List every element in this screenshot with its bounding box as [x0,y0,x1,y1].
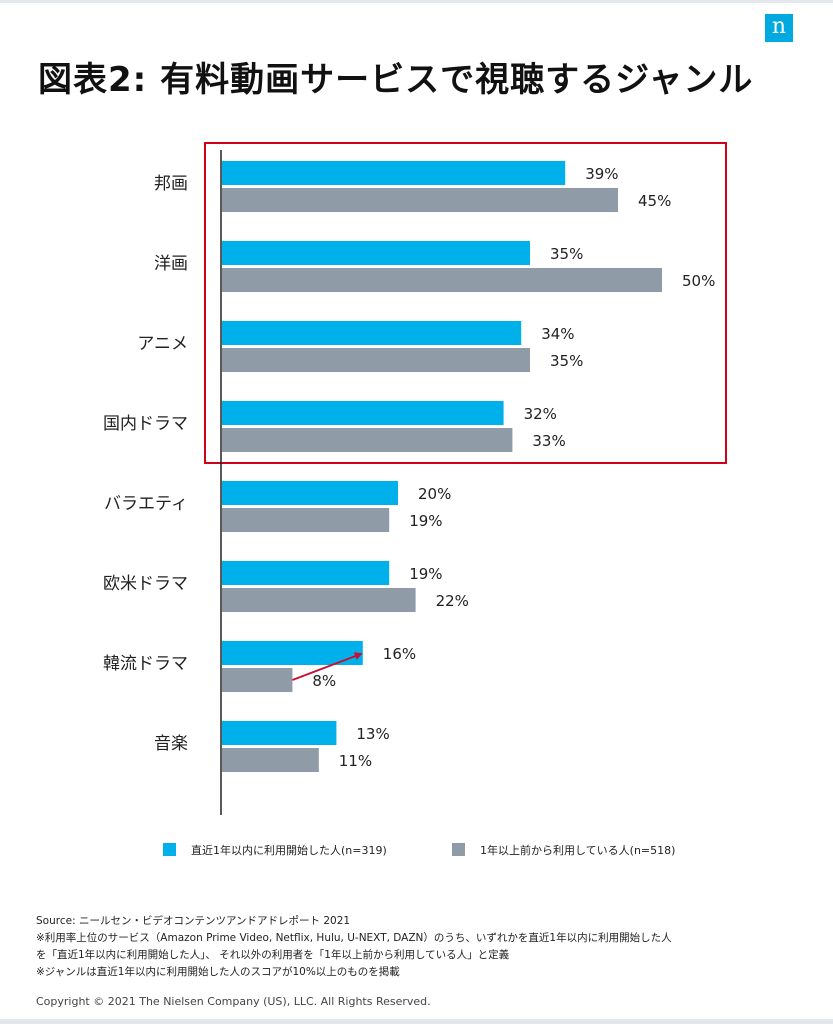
bar-value-label: 32% [524,405,557,423]
copyright: Copyright © 2021 The Nielsen Company (US… [36,995,431,1008]
bar-longterm-users [222,588,416,612]
bar-value-label: 19% [409,565,442,583]
bar-recent-users [222,401,504,425]
bar-longterm-users [222,668,293,692]
bar-longterm-users [222,748,319,772]
category-label: 欧米ドラマ [103,574,188,594]
bar-value-label: 39% [585,165,618,183]
note-line: ※ジャンルは直近1年以内に利用開始した人のスコアが10%以上のものを掲載 [36,966,400,978]
note-line: を「直近1年以内に利用開始した人」、 それ以外の利用者を「1年以上前から利用して… [36,949,510,961]
bar-value-label: 35% [550,352,583,370]
bar-chart: 邦画 39% 45% 洋画 35% 50% アニメ 34% 35% 国内ドラマ 32% 33% バラエテ… [103,142,727,857]
bar-longterm-users [222,268,662,292]
increase-arrow [292,652,363,681]
bar-recent-users [222,161,566,185]
bar-longterm-users [222,348,530,372]
bar-recent-users [222,321,522,345]
bar-recent-users [222,241,530,265]
legend-label: 1年以上前から利用している人(n=518) [480,843,675,857]
legend-swatch [163,843,176,856]
bottom-divider [0,1019,833,1024]
category-label: 洋画 [154,254,188,274]
bar-recent-users [222,561,390,585]
category-label: アニメ [137,334,188,354]
bar-value-label: 11% [339,752,372,770]
source-line: Source: ニールセン・ビデオコンテンツアンドアドレポート 2021 [36,915,351,927]
page-title: 図表2: 有料動画サービスで視聴するジャンル [38,60,754,100]
bar-value-label: 45% [638,192,671,210]
bar-value-label: 35% [550,245,583,263]
bar-recent-users [222,641,363,665]
bar-value-label: 20% [418,485,451,503]
category-label: 国内ドラマ [103,414,188,434]
bar-longterm-users [222,188,618,212]
category-label: バラエティ [104,494,188,514]
source-notes: Source: ニールセン・ビデオコンテンツアンドアドレポート 2021 ※利用… [36,913,672,981]
bar-recent-users [222,481,398,505]
category-label: 音楽 [154,734,188,754]
category-label: 韓流ドラマ [103,654,188,674]
highlight-box [204,142,727,464]
bar-value-label: 50% [682,272,715,290]
bar-recent-users [222,721,337,745]
bar-longterm-users [222,508,390,532]
category-label: 邦画 [154,174,188,194]
note-line: ※利用率上位のサービス（Amazon Prime Video, Netflix,… [36,932,672,944]
legend-label: 直近1年以内に利用開始した人(n=319) [191,843,387,857]
nielsen-logo-icon: n [765,14,793,42]
bar-longterm-users [222,428,513,452]
legend-swatch [452,843,465,856]
bar-value-label: 34% [541,325,574,343]
bar-value-label: 13% [356,725,389,743]
bar-value-label: 19% [409,512,442,530]
bar-value-label: 22% [436,592,469,610]
bar-value-label: 33% [532,432,565,450]
top-divider [0,0,833,3]
bar-value-label: 8% [312,672,336,690]
bar-value-label: 16% [383,645,416,663]
